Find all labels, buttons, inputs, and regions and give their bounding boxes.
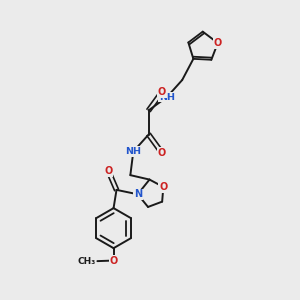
Text: O: O	[214, 38, 222, 48]
Text: O: O	[158, 148, 166, 158]
Text: CH₃: CH₃	[78, 256, 96, 266]
Text: NH: NH	[159, 93, 175, 102]
Text: O: O	[159, 182, 167, 192]
Text: N: N	[134, 189, 142, 199]
Text: O: O	[104, 166, 112, 176]
Text: O: O	[110, 256, 118, 266]
Text: O: O	[158, 87, 166, 97]
Text: NH: NH	[125, 147, 141, 156]
